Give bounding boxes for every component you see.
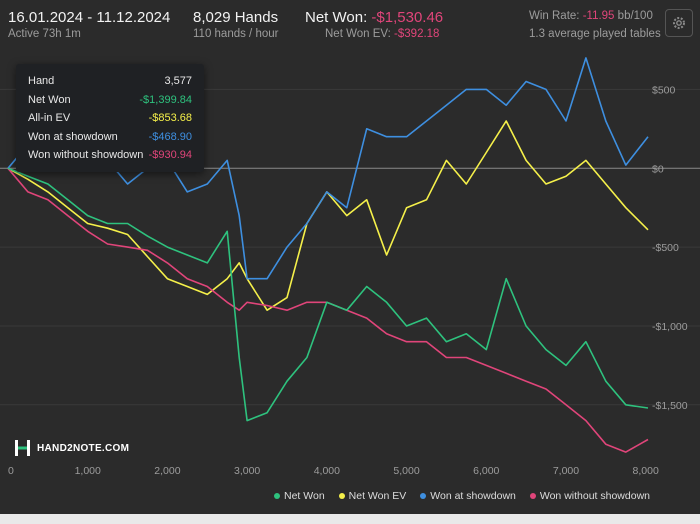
- x-tick-label: 2,000: [154, 465, 180, 477]
- tooltip-sd-value: -$468.90: [148, 131, 192, 143]
- tooltip-allin-ev-label: All-in EV: [28, 112, 71, 124]
- net-won-ev: Net Won EV: -$392.18: [325, 28, 439, 40]
- stats-header: 16.01.2024 - 11.12.2024 Active 73h 1m 8,…: [0, 0, 700, 44]
- won-without-showdown-line: [7, 167, 649, 453]
- chart-legend: Net Won Net Won EV Won at showdown Won w…: [274, 490, 650, 502]
- x-tick-label: 3,000: [234, 465, 260, 477]
- won-at-showdown-line: [7, 57, 649, 280]
- tooltip-nsd-label: Won without showdown: [28, 149, 144, 161]
- net-won-value: -$1,530.46: [371, 9, 444, 26]
- y-tick-label: -$1,500: [652, 400, 688, 412]
- y-tick-label: $500: [652, 84, 676, 96]
- tooltip-nsd-row: Won without showdown -$930.94: [28, 146, 192, 164]
- avg-tables: 1.3 average played tables: [529, 28, 661, 40]
- legend-net-won-swatch: [274, 493, 280, 499]
- y-tick-label: -$500: [652, 242, 679, 254]
- active-time: Active 73h 1m: [8, 28, 81, 40]
- tooltip-hand-value: 3,577: [164, 75, 192, 87]
- logo-text: HAND2NOTE.COM: [37, 442, 130, 454]
- hover-tooltip: Hand 3,577 Net Won -$1,399.84 All-in EV …: [16, 64, 204, 172]
- net-won-line: [7, 167, 649, 422]
- y-tick-label: -$1,000: [652, 321, 688, 333]
- win-rate-value: -11.95: [582, 10, 615, 22]
- legend-net-won-ev[interactable]: Net Won EV: [338, 490, 407, 502]
- win-rate-label: Win Rate:: [529, 10, 580, 22]
- win-rate: Win Rate: -11.95 bb/100: [529, 10, 653, 22]
- legend-won-without-showdown[interactable]: Won without showdown: [529, 490, 650, 502]
- x-tick-label: 8,000: [633, 465, 659, 477]
- net-won: Net Won: -$1,530.46: [305, 9, 443, 26]
- x-tick-label: 7,000: [553, 465, 579, 477]
- legend-won-at-showdown[interactable]: Won at showdown: [420, 490, 516, 502]
- legend-net-won-ev-label: Net Won EV: [348, 490, 407, 502]
- x-tick-label: 6,000: [473, 465, 499, 477]
- tooltip-sd-label: Won at showdown: [28, 131, 118, 143]
- logo-icon: [15, 440, 30, 456]
- tooltip-sd-row: Won at showdown -$468.90: [28, 128, 192, 146]
- tooltip-hand-row: Hand 3,577: [28, 72, 192, 90]
- legend-won-without-showdown-swatch: [529, 493, 536, 499]
- settings-button[interactable]: [665, 9, 693, 37]
- legend-net-won-label: Net Won: [284, 490, 325, 502]
- legend-won-without-showdown-label: Won without showdown: [539, 490, 650, 502]
- tooltip-hand-label: Hand: [28, 75, 55, 87]
- legend-won-at-showdown-swatch: [420, 493, 427, 499]
- bottom-strip: [0, 514, 700, 524]
- tooltip-allin-ev-value: -$853.68: [148, 112, 192, 124]
- hands-count: 8,029 Hands: [193, 9, 279, 26]
- legend-net-won-ev-swatch: [338, 493, 345, 499]
- tooltip-allin-ev-row: All-in EV -$853.68: [28, 109, 192, 127]
- legend-won-at-showdown-label: Won at showdown: [430, 490, 516, 502]
- tooltip-net-won-row: Net Won -$1,399.84: [28, 91, 192, 109]
- tooltip-net-won-label: Net Won: [28, 94, 71, 106]
- date-range: 16.01.2024 - 11.12.2024: [8, 9, 171, 26]
- legend-net-won[interactable]: Net Won: [274, 490, 325, 502]
- x-tick-label: 5,000: [393, 465, 419, 477]
- net-won-label: Net Won:: [305, 9, 368, 26]
- hand2note-logo: HAND2NOTE.COM: [14, 438, 129, 458]
- net-won-ev-label: Net Won EV:: [325, 28, 391, 40]
- net-won-ev-value: -$392.18: [394, 28, 440, 40]
- hands-per-hour: 110 hands / hour: [193, 28, 279, 40]
- y-tick-label: $0: [652, 163, 664, 175]
- x-tick-label: 1,000: [75, 465, 101, 477]
- x-tick-label: 4,000: [314, 465, 340, 477]
- tooltip-net-won-value: -$1,399.84: [139, 94, 192, 106]
- tooltip-nsd-value: -$930.94: [148, 149, 192, 161]
- x-tick-label: 0: [8, 465, 14, 477]
- gear-icon: [673, 17, 685, 29]
- win-rate-unit: bb/100: [617, 10, 653, 22]
